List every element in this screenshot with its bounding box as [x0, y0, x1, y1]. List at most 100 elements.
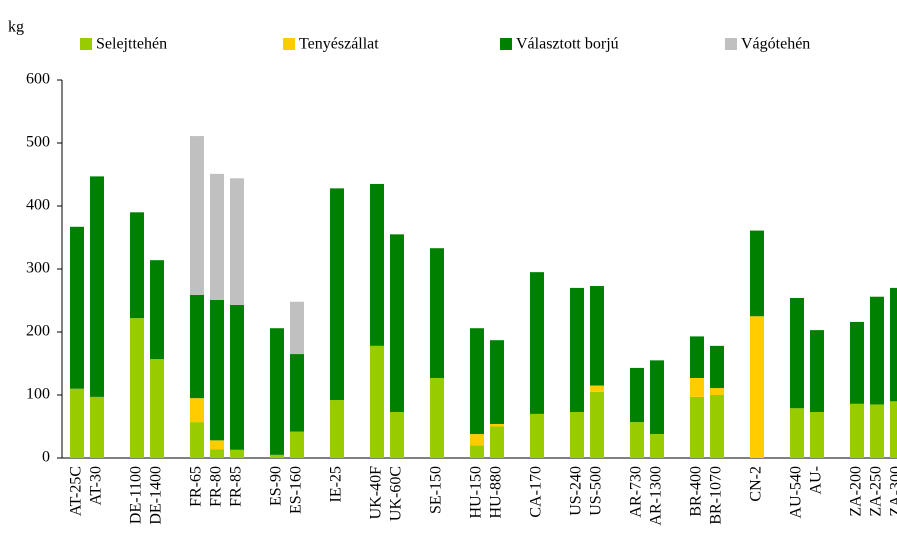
bar-segment: [590, 391, 604, 458]
bar-segment: [210, 299, 224, 441]
bar-segment: [130, 318, 144, 458]
x-tick-label: ZA-250: [868, 466, 885, 517]
bar-segment: [370, 183, 384, 346]
x-tick-label: FR-80: [208, 466, 225, 507]
bar-segment: [690, 377, 704, 397]
bar-segment: [650, 360, 664, 435]
x-tick-label: ES-160: [288, 466, 305, 514]
bar-segment: [590, 385, 604, 392]
bar-segment: [530, 413, 544, 458]
x-tick-label: HU-880: [488, 466, 505, 518]
bar-segment: [690, 396, 704, 458]
bar-segment: [270, 328, 284, 455]
bar-segment: [290, 301, 304, 355]
bar-segment: [190, 422, 204, 458]
bar-segment: [270, 454, 284, 458]
bar-segment: [890, 287, 897, 402]
y-tick-label: 500: [26, 134, 50, 151]
bar-segment: [430, 248, 444, 378]
x-tick-label: ZA-300: [888, 466, 897, 517]
x-tick-label: IE-25: [328, 466, 345, 502]
bar-segment: [290, 431, 304, 458]
bar-segment: [470, 445, 484, 458]
bar-segment: [470, 434, 484, 446]
x-tick-label: CA-170: [528, 466, 545, 518]
x-tick-label: DE-1100: [128, 466, 145, 524]
legend-label: Vágótehén: [741, 36, 810, 53]
x-tick-label: FR-65: [188, 466, 205, 507]
bar-segment: [70, 388, 84, 458]
y-tick-label: 0: [42, 449, 50, 466]
x-tick-label: ES-90: [268, 466, 285, 506]
bar-segment: [850, 321, 864, 404]
bar-segment: [490, 340, 504, 424]
bar-segment: [570, 412, 584, 458]
bar-segment: [330, 400, 344, 458]
legend-swatch: [725, 38, 737, 50]
y-tick-label: 400: [26, 197, 50, 214]
x-tick-label: SE-150: [428, 466, 445, 514]
x-tick-label: DE-1400: [148, 466, 165, 525]
bar-segment: [630, 422, 644, 458]
bar-segment: [710, 388, 724, 395]
y-tick-label: 100: [26, 386, 50, 403]
bar-segment: [210, 173, 224, 300]
bar-segment: [630, 367, 644, 423]
x-tick-label: UK-40F: [368, 466, 385, 519]
bar-segment: [590, 286, 604, 386]
bar-segment: [370, 345, 384, 458]
bar-segment: [150, 359, 164, 458]
legend-swatch: [283, 38, 295, 50]
bar-segment: [230, 304, 244, 450]
bar-segment: [490, 426, 504, 458]
bar-segment: [530, 272, 544, 414]
y-axis-label: kg: [8, 19, 24, 36]
bar-segment: [330, 188, 344, 401]
bar-segment: [90, 176, 104, 397]
x-tick-label: US-500: [588, 466, 605, 516]
bar-segment: [750, 230, 764, 317]
x-tick-label: AR-730: [628, 466, 645, 518]
bar-segment: [870, 404, 884, 458]
bar-segment: [850, 403, 864, 458]
bar-segment: [810, 412, 824, 458]
bar-segment: [150, 260, 164, 360]
bar-segment: [190, 136, 204, 295]
bar-segment: [490, 423, 504, 427]
x-tick-label: BR-400: [688, 466, 705, 517]
x-tick-label: AU-: [808, 466, 825, 494]
bar-segment: [470, 328, 484, 435]
bar-segment: [750, 316, 764, 458]
bar-segment: [650, 434, 664, 458]
bar-segment: [70, 226, 84, 389]
x-tick-label: US-240: [568, 466, 585, 516]
bar-segment: [810, 330, 824, 413]
x-tick-label: AU-540: [788, 466, 805, 518]
x-tick-label: CN-2: [748, 466, 765, 502]
x-tick-label: UK-60C: [388, 466, 405, 521]
bar-segment: [390, 412, 404, 458]
bar-segment: [230, 178, 244, 305]
x-tick-label: AT-25C: [68, 466, 85, 516]
bar-segment: [570, 287, 584, 413]
bar-segment: [230, 449, 244, 458]
legend-label: Selejttehén: [96, 36, 167, 53]
bar-segment: [890, 401, 897, 458]
x-tick-label: AR-1300: [648, 466, 665, 526]
bar-segment: [210, 449, 224, 458]
x-tick-label: AT-30: [88, 466, 105, 505]
bar-segment: [710, 395, 724, 458]
y-tick-label: 200: [26, 323, 50, 340]
x-tick-label: FR-85: [228, 466, 245, 507]
x-tick-label: BR-1070: [708, 466, 725, 525]
legend-swatch: [80, 38, 92, 50]
y-tick-label: 600: [26, 71, 50, 88]
bar-segment: [430, 377, 444, 458]
bar-segment: [690, 336, 704, 378]
bar-segment: [290, 354, 304, 432]
bar-segment: [390, 234, 404, 413]
bar-segment: [190, 294, 204, 399]
y-tick-label: 300: [26, 260, 50, 277]
x-tick-label: HU-150: [468, 466, 485, 518]
